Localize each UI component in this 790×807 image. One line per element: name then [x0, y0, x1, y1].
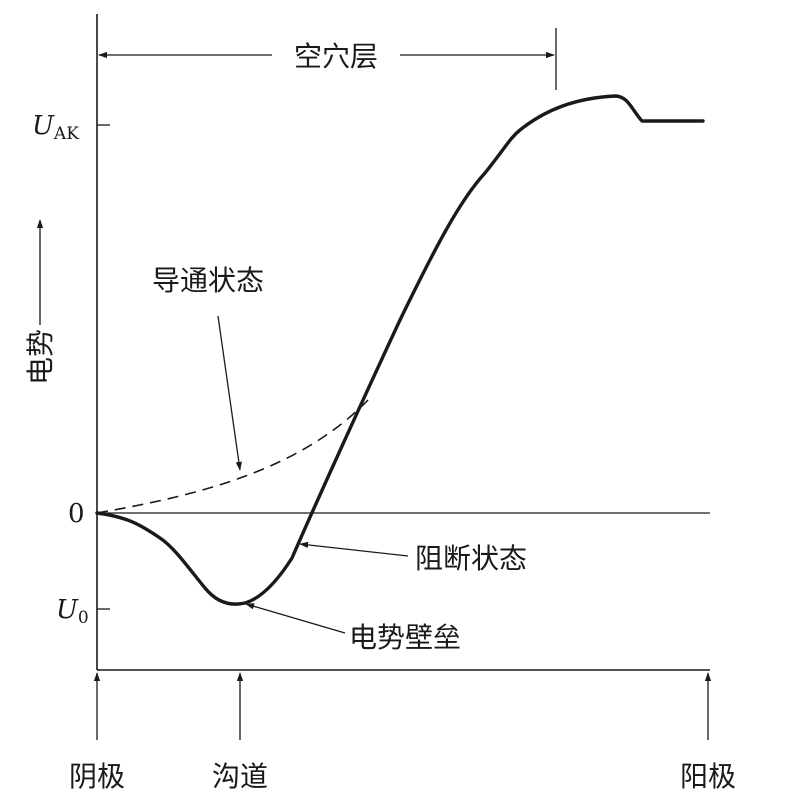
- off-state-leader: [299, 541, 409, 557]
- off-state-curve: [95, 94, 705, 606]
- uak-label: UAK: [32, 111, 79, 144]
- depletion-layer-label: 空穴层: [294, 40, 378, 73]
- y-axis-title: 电势: [24, 329, 57, 385]
- anode-label: 阳极: [680, 760, 736, 793]
- uak-subscript: AK: [53, 124, 79, 144]
- on-state-curve: [96, 399, 369, 514]
- on-state-label: 导通状态: [152, 264, 264, 297]
- on-state-leader: [217, 315, 242, 471]
- u0-subscript: 0: [78, 608, 89, 628]
- u0-label: U0: [56, 595, 89, 628]
- channel-label: 沟道: [212, 760, 268, 793]
- barrier-leader: [245, 603, 346, 634]
- cathode-label: 阴极: [69, 760, 125, 793]
- off-state-label: 阻断状态: [415, 542, 527, 575]
- y-axis-title-text: 电势: [24, 329, 57, 385]
- barrier-label: 电势壁垒: [349, 621, 461, 654]
- zero-label: 0: [68, 499, 85, 529]
